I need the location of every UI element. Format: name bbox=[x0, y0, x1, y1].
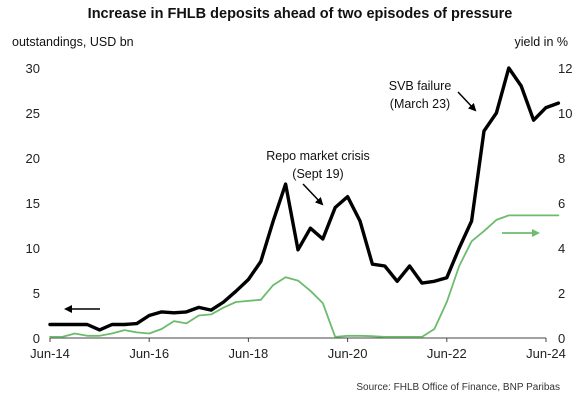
left-y-tick-label: 25 bbox=[26, 106, 40, 121]
x-tick-label: Jun-22 bbox=[427, 346, 467, 361]
right-y-tick-label: 2 bbox=[558, 286, 565, 301]
deposits-series-line bbox=[48, 66, 561, 332]
right-y-tick-label: 8 bbox=[558, 151, 565, 166]
right-y-tick-label: 12 bbox=[558, 61, 572, 76]
left-y-tick-label: 30 bbox=[26, 61, 40, 76]
source-note: Source: FHLB Office of Finance, BNP Pari… bbox=[356, 382, 560, 393]
left-y-tick-label: 0 bbox=[33, 331, 40, 346]
right-y-tick-label: 6 bbox=[558, 196, 565, 211]
right-y-tick-label: 0 bbox=[558, 331, 565, 346]
x-tick-label: Jun-16 bbox=[129, 346, 169, 361]
repo-crisis-callout-arrow bbox=[302, 183, 324, 206]
right-y-tick-label: 10 bbox=[558, 106, 572, 121]
svb-failure-callout-arrow bbox=[457, 91, 477, 112]
x-tick-label: Jun-20 bbox=[328, 346, 368, 361]
chart-title: Increase in FHLB deposits ahead of two e… bbox=[88, 6, 513, 22]
svb-failure-annotation-line: SVB failure bbox=[389, 79, 452, 93]
right-axis-label: yield in % bbox=[515, 35, 569, 49]
left-axis-label: outstandings, USD bn bbox=[12, 35, 134, 49]
yield-series-line bbox=[49, 214, 560, 338]
left-y-tick-label: 15 bbox=[26, 196, 40, 211]
x-tick-label: Jun-14 bbox=[30, 346, 70, 361]
left-y-tick-label: 20 bbox=[26, 151, 40, 166]
right-y-tick-label: 4 bbox=[558, 241, 565, 256]
left-y-tick-label: 5 bbox=[33, 286, 40, 301]
repo-crisis-annotation-line: Repo market crisis bbox=[266, 149, 370, 163]
left-y-tick-label: 10 bbox=[26, 241, 40, 256]
svb-failure-annotation-line: (March 23) bbox=[390, 97, 450, 111]
x-tick-label: Jun-18 bbox=[229, 346, 269, 361]
x-tick-label: Jun-24 bbox=[526, 346, 566, 361]
repo-crisis-annotation-line: (Sept 19) bbox=[292, 167, 343, 181]
